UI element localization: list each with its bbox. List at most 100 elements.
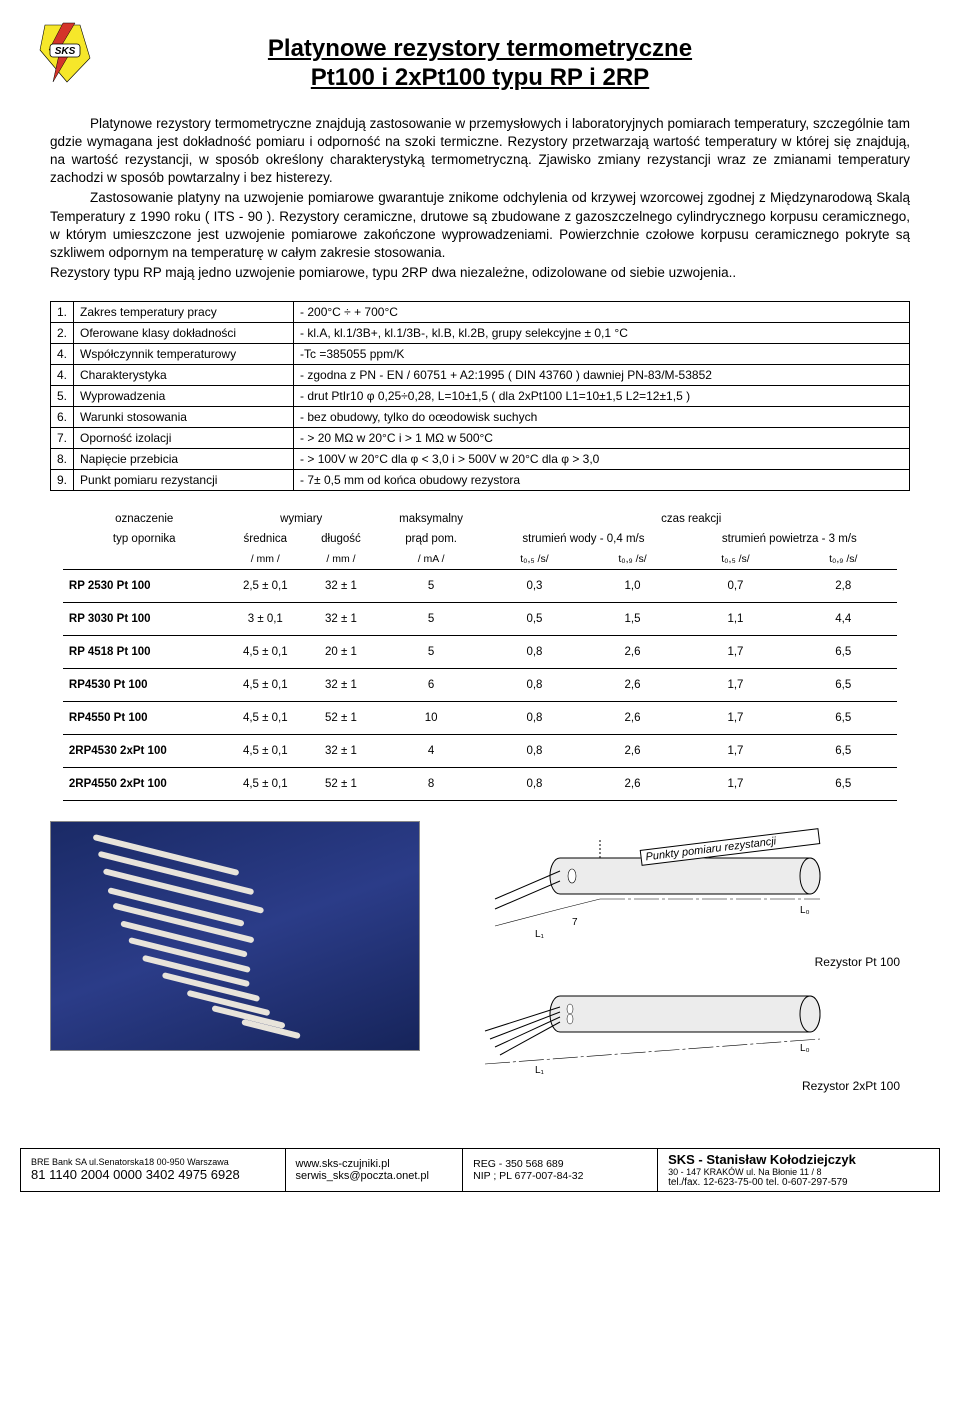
footer-acct: 81 1140 2004 0000 3402 4975 6928 [31, 1167, 275, 1182]
spec-val: -Tc =385055 ppm/K [294, 343, 910, 364]
row-w09: 2,6 [584, 668, 682, 701]
spec-label: Oporność izolacji [74, 427, 294, 448]
spec-num: 7. [51, 427, 74, 448]
unit-t09-a: t₀,₉ /s/ [789, 549, 897, 570]
dim-L0: L₀ [800, 905, 810, 916]
spec-label: Charakterystyka [74, 364, 294, 385]
spec-num: 4. [51, 364, 74, 385]
data-row: RP 3030 Pt 1003 ± 0,132 ± 150,51,51,14,4 [63, 602, 897, 635]
spec-label: Zakres temperatury pracy [74, 301, 294, 322]
row-l: 20 ± 1 [305, 635, 377, 668]
row-w09: 1,5 [584, 602, 682, 635]
row-label: 2RP4530 2xPt 100 [63, 734, 226, 767]
title: Platynowe rezystory termometryczne Pt100… [50, 35, 910, 93]
row-w05: 0,8 [485, 701, 583, 734]
hdr-powietrza: strumień powietrza - 3 m/s [682, 529, 898, 549]
data-row: RP4530 Pt 1004,5 ± 0,132 ± 160,82,61,76,… [63, 668, 897, 701]
footer-email: serwis_sks@poczta.onet.pl [296, 1170, 453, 1182]
row-d: 4,5 ± 0,1 [226, 767, 305, 800]
row-a09: 6,5 [789, 668, 897, 701]
row-a05: 1,7 [682, 767, 790, 800]
title-line1: Platynowe rezystory termometryczne [268, 35, 692, 62]
row-w05: 0,3 [485, 569, 583, 602]
row-label: RP4530 Pt 100 [63, 668, 226, 701]
row-w09: 2,6 [584, 701, 682, 734]
row-w09: 1,0 [584, 569, 682, 602]
spec-table: 1.Zakres temperatury pracy- 200°C ÷ + 70… [50, 301, 910, 491]
spec-num: 1. [51, 301, 74, 322]
hdr-srednica: średnica [226, 529, 305, 549]
hdr-dlugosc: długość [305, 529, 377, 549]
spec-label: Oferowane klasy dokładności [74, 322, 294, 343]
row-d: 4,5 ± 0,1 [226, 635, 305, 668]
spec-num: 9. [51, 469, 74, 490]
footer-www: www.sks-czujniki.pl [296, 1158, 453, 1170]
row-i: 4 [377, 734, 485, 767]
footer-tel: tel./fax. 12-623-75-00 tel. 0-607-297-57… [668, 1177, 929, 1188]
diagram-2xpt100: L₁ L₀ [440, 969, 890, 1079]
row-l: 52 ± 1 [305, 767, 377, 800]
product-photo [50, 821, 420, 1051]
row-label: RP 2530 Pt 100 [63, 569, 226, 602]
spec-val: - zgodna z PN - EN / 60751 + A2:1995 ( D… [294, 364, 910, 385]
spec-row: 4.Współczynnik temperaturowy-Tc =385055 … [51, 343, 910, 364]
unit-ma: / mA / [377, 549, 485, 570]
footer-company: SKS - Stanisław Kołodziejczyk [668, 1152, 929, 1167]
spec-label: Warunki stosowania [74, 406, 294, 427]
spec-val: - 7± 0,5 mm od końca obudowy rezystora [294, 469, 910, 490]
spec-num: 4. [51, 343, 74, 364]
spec-val: - bez obudowy, tylko do oœodowisk suchyc… [294, 406, 910, 427]
dim-7: 7 [572, 917, 578, 928]
row-w05: 0,5 [485, 602, 583, 635]
row-a09: 6,5 [789, 767, 897, 800]
footer-addr: 30 - 147 KRAKÓW ul. Na Błonie 11 / 8 [668, 1167, 929, 1177]
row-w05: 0,8 [485, 668, 583, 701]
dim2-L1: L₁ [535, 1065, 545, 1076]
row-l: 32 ± 1 [305, 668, 377, 701]
row-i: 6 [377, 668, 485, 701]
row-d: 2,5 ± 0,1 [226, 569, 305, 602]
caption-2xpt100: Rezystor 2xPt 100 [440, 1079, 910, 1093]
spec-row: 7.Oporność izolacji- > 20 MΩ w 20°C i > … [51, 427, 910, 448]
hdr-oznaczenie: oznaczenie [63, 509, 226, 529]
spec-num: 5. [51, 385, 74, 406]
row-a09: 6,5 [789, 701, 897, 734]
spec-num: 6. [51, 406, 74, 427]
row-a09: 2,8 [789, 569, 897, 602]
data-row: RP 4518 Pt 1004,5 ± 0,120 ± 150,82,61,76… [63, 635, 897, 668]
row-i: 5 [377, 635, 485, 668]
row-a05: 0,7 [682, 569, 790, 602]
caption-pt100: Rezystor Pt 100 [440, 955, 910, 969]
footer-reg: REG - 350 568 689 [473, 1158, 647, 1170]
spec-val: - kl.A, kl.1/3B+, kl.1/3B-, kl.B, kl.2B,… [294, 322, 910, 343]
spec-row: 4.Charakterystyka- zgodna z PN - EN / 60… [51, 364, 910, 385]
spec-label: Punkt pomiaru rezystancji [74, 469, 294, 490]
row-l: 32 ± 1 [305, 602, 377, 635]
hdr-czas: czas reakcji [485, 509, 897, 529]
row-i: 5 [377, 569, 485, 602]
sks-logo: SKS [35, 20, 95, 85]
row-w05: 0,8 [485, 767, 583, 800]
footer-nip: NIP ; PL 677-007-84-32 [473, 1170, 647, 1182]
row-d: 4,5 ± 0,1 [226, 734, 305, 767]
row-i: 8 [377, 767, 485, 800]
spec-row: 2.Oferowane klasy dokładności- kl.A, kl.… [51, 322, 910, 343]
row-w09: 2,6 [584, 767, 682, 800]
spec-row: 9.Punkt pomiaru rezystancji- 7± 0,5 mm o… [51, 469, 910, 490]
unit-mm-2: / mm / [305, 549, 377, 570]
hdr-typ: typ opornika [63, 529, 226, 549]
spec-val: - drut PtIr10 φ 0,25÷0,28, L=10±1,5 ( dl… [294, 385, 910, 406]
unit-mm-1: / mm / [226, 549, 305, 570]
spec-row: 5.Wyprowadzenia- drut PtIr10 φ 0,25÷0,28… [51, 385, 910, 406]
row-d: 3 ± 0,1 [226, 602, 305, 635]
row-l: 32 ± 1 [305, 734, 377, 767]
spec-label: Wyprowadzenia [74, 385, 294, 406]
unit-t05-w: t₀,₅ /s/ [485, 549, 583, 570]
hdr-maksymalny: maksymalny [377, 509, 485, 529]
paragraph-1: Platynowe rezystory termometryczne znajd… [50, 115, 910, 188]
row-w05: 0,8 [485, 635, 583, 668]
row-a09: 6,5 [789, 635, 897, 668]
spec-row: 1.Zakres temperatury pracy- 200°C ÷ + 70… [51, 301, 910, 322]
row-label: RP4550 Pt 100 [63, 701, 226, 734]
row-label: RP 4518 Pt 100 [63, 635, 226, 668]
